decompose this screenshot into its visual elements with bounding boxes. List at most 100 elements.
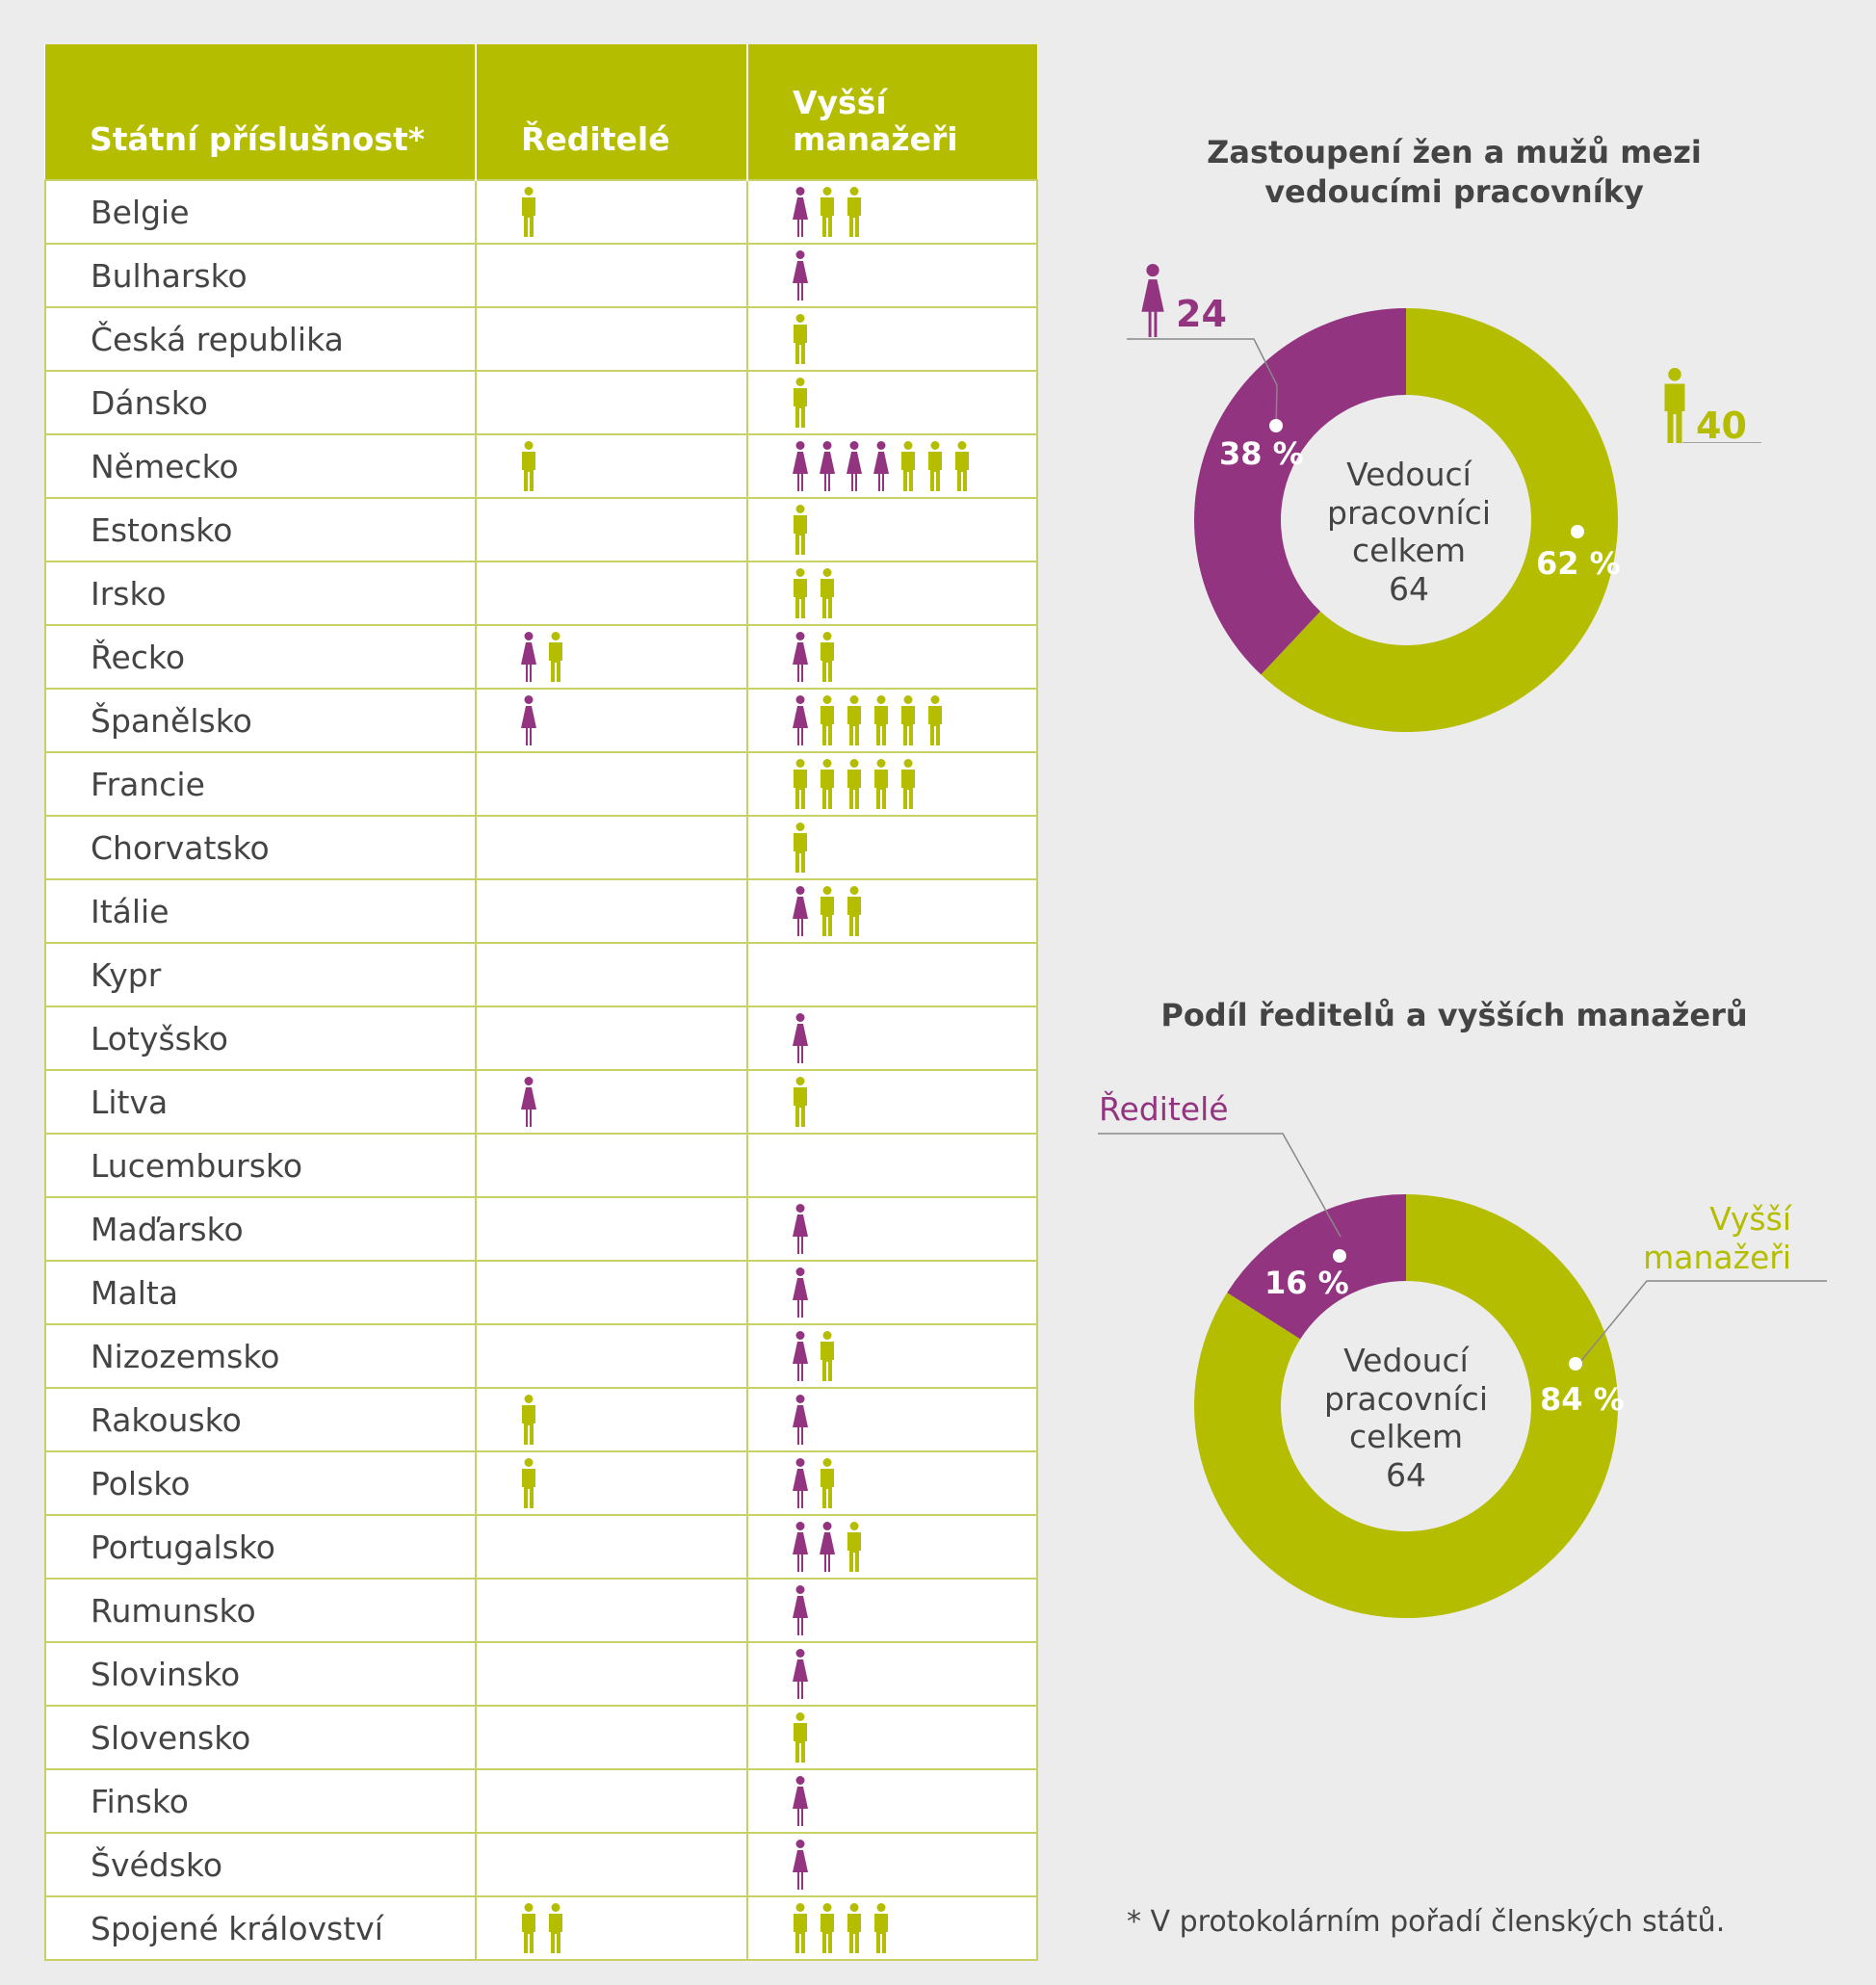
directors-cell bbox=[475, 1705, 748, 1769]
country-cell: Německo bbox=[44, 433, 477, 498]
table-row: Slovensko bbox=[44, 1705, 1038, 1769]
man-icon bbox=[791, 378, 810, 428]
senior-cell bbox=[746, 561, 1038, 625]
senior-cell bbox=[746, 370, 1038, 434]
directors-cell bbox=[475, 497, 748, 562]
senior-cell bbox=[746, 1260, 1038, 1324]
table-row: Spojené království bbox=[44, 1895, 1038, 1961]
women-count: 24 bbox=[1176, 293, 1227, 335]
man-icon bbox=[845, 886, 864, 936]
man-icon bbox=[845, 187, 864, 237]
directors-cell bbox=[475, 624, 748, 689]
man-icon bbox=[519, 1458, 538, 1508]
country-cell: Portugalsko bbox=[44, 1514, 477, 1579]
woman-icon bbox=[519, 632, 538, 682]
table-row: Estonsko bbox=[44, 497, 1038, 562]
directors-cell bbox=[475, 1069, 748, 1134]
man-icon bbox=[791, 505, 810, 555]
chart1-donut bbox=[1194, 308, 1618, 732]
man-icon bbox=[845, 1522, 864, 1572]
woman-icon bbox=[791, 1458, 810, 1508]
country-cell: Řecko bbox=[44, 624, 477, 689]
man-icon bbox=[818, 632, 837, 682]
senior-cell bbox=[746, 1514, 1038, 1579]
man-icon bbox=[899, 695, 918, 745]
senior-cell bbox=[746, 751, 1038, 816]
woman-icon bbox=[791, 1013, 810, 1063]
table-row: Finsko bbox=[44, 1768, 1038, 1833]
country-cell: Irsko bbox=[44, 561, 477, 625]
table-row: Francie bbox=[44, 751, 1038, 816]
women-slice bbox=[1194, 308, 1406, 675]
directors-cell bbox=[475, 751, 748, 816]
directors-cell bbox=[475, 1323, 748, 1388]
woman-icon bbox=[791, 1204, 810, 1254]
man-icon bbox=[818, 1903, 837, 1953]
country-cell: Nizozemsko bbox=[44, 1323, 477, 1388]
chart2-donut bbox=[1194, 1194, 1618, 1618]
man-icon bbox=[818, 1458, 837, 1508]
senior-cell bbox=[746, 243, 1038, 307]
man-icon bbox=[872, 1903, 891, 1953]
chart2-center-label: Vedoucí pracovníci celkem 64 bbox=[1324, 1342, 1488, 1494]
senior-cell bbox=[746, 1641, 1038, 1706]
man-icon bbox=[791, 1077, 810, 1127]
woman-icon bbox=[519, 695, 538, 745]
man-icon bbox=[818, 695, 837, 745]
senior-cell bbox=[746, 306, 1038, 371]
directors-cell bbox=[475, 561, 748, 625]
country-cell: Maďarsko bbox=[44, 1196, 477, 1261]
senior-legend-label: Vyšší manažeři bbox=[1643, 1200, 1791, 1276]
table-row: Kypr bbox=[44, 942, 1038, 1006]
table-row: Lotyšsko bbox=[44, 1006, 1038, 1070]
header-country: Státní příslušnost* bbox=[45, 44, 477, 180]
woman-icon bbox=[791, 1585, 810, 1635]
directors-cell bbox=[475, 1387, 748, 1451]
directors-cell bbox=[475, 1006, 748, 1070]
country-cell: Itálie bbox=[44, 878, 477, 943]
woman-icon bbox=[791, 187, 810, 237]
man-icon bbox=[872, 695, 891, 745]
senior-cell bbox=[746, 1387, 1038, 1451]
senior-slice bbox=[1194, 1194, 1618, 1618]
man-icon bbox=[791, 314, 810, 364]
man-icon bbox=[845, 759, 864, 809]
senior-cell bbox=[746, 1069, 1038, 1134]
chart1-leader-lines bbox=[1127, 338, 1761, 443]
country-cell: Chorvatsko bbox=[44, 815, 477, 879]
country-cell: Španělsko bbox=[44, 688, 477, 752]
table-row: Lucembursko bbox=[44, 1133, 1038, 1197]
senior-percent-label: 84 % bbox=[1540, 1381, 1625, 1418]
man-icon bbox=[818, 759, 837, 809]
country-cell: Slovensko bbox=[44, 1705, 477, 1769]
table-row: Česká republika bbox=[44, 306, 1038, 371]
directors-cell bbox=[475, 306, 748, 371]
table-row: Irsko bbox=[44, 561, 1038, 625]
woman-icon bbox=[791, 886, 810, 936]
senior-cell bbox=[746, 1895, 1038, 1961]
woman-icon bbox=[791, 1776, 810, 1826]
man-icon bbox=[791, 568, 810, 618]
table-row: Švédsko bbox=[44, 1832, 1038, 1896]
man-icon bbox=[925, 441, 945, 491]
woman-icon bbox=[791, 1522, 810, 1572]
directors-cell bbox=[475, 433, 748, 498]
country-cell: Francie bbox=[44, 751, 477, 816]
table-row: Španělsko bbox=[44, 688, 1038, 752]
directors-cell bbox=[475, 1641, 748, 1706]
man-icon bbox=[818, 1331, 837, 1381]
man-icon bbox=[519, 441, 538, 491]
country-cell: Kypr bbox=[44, 942, 477, 1006]
chart2-leader-lines bbox=[1098, 1133, 1827, 1369]
senior-cell bbox=[746, 878, 1038, 943]
senior-cell bbox=[746, 1705, 1038, 1769]
country-cell: Bulharsko bbox=[44, 243, 477, 307]
table-row: Rakousko bbox=[44, 1387, 1038, 1451]
woman-icon bbox=[791, 632, 810, 682]
man-icon bbox=[791, 1903, 810, 1953]
table-row: Bulharsko bbox=[44, 243, 1038, 307]
directors-legend-label: Ředitelé bbox=[1099, 1090, 1229, 1128]
directors-cell bbox=[475, 942, 748, 1006]
man-icon bbox=[845, 1903, 864, 1953]
man-icon bbox=[519, 1903, 538, 1953]
